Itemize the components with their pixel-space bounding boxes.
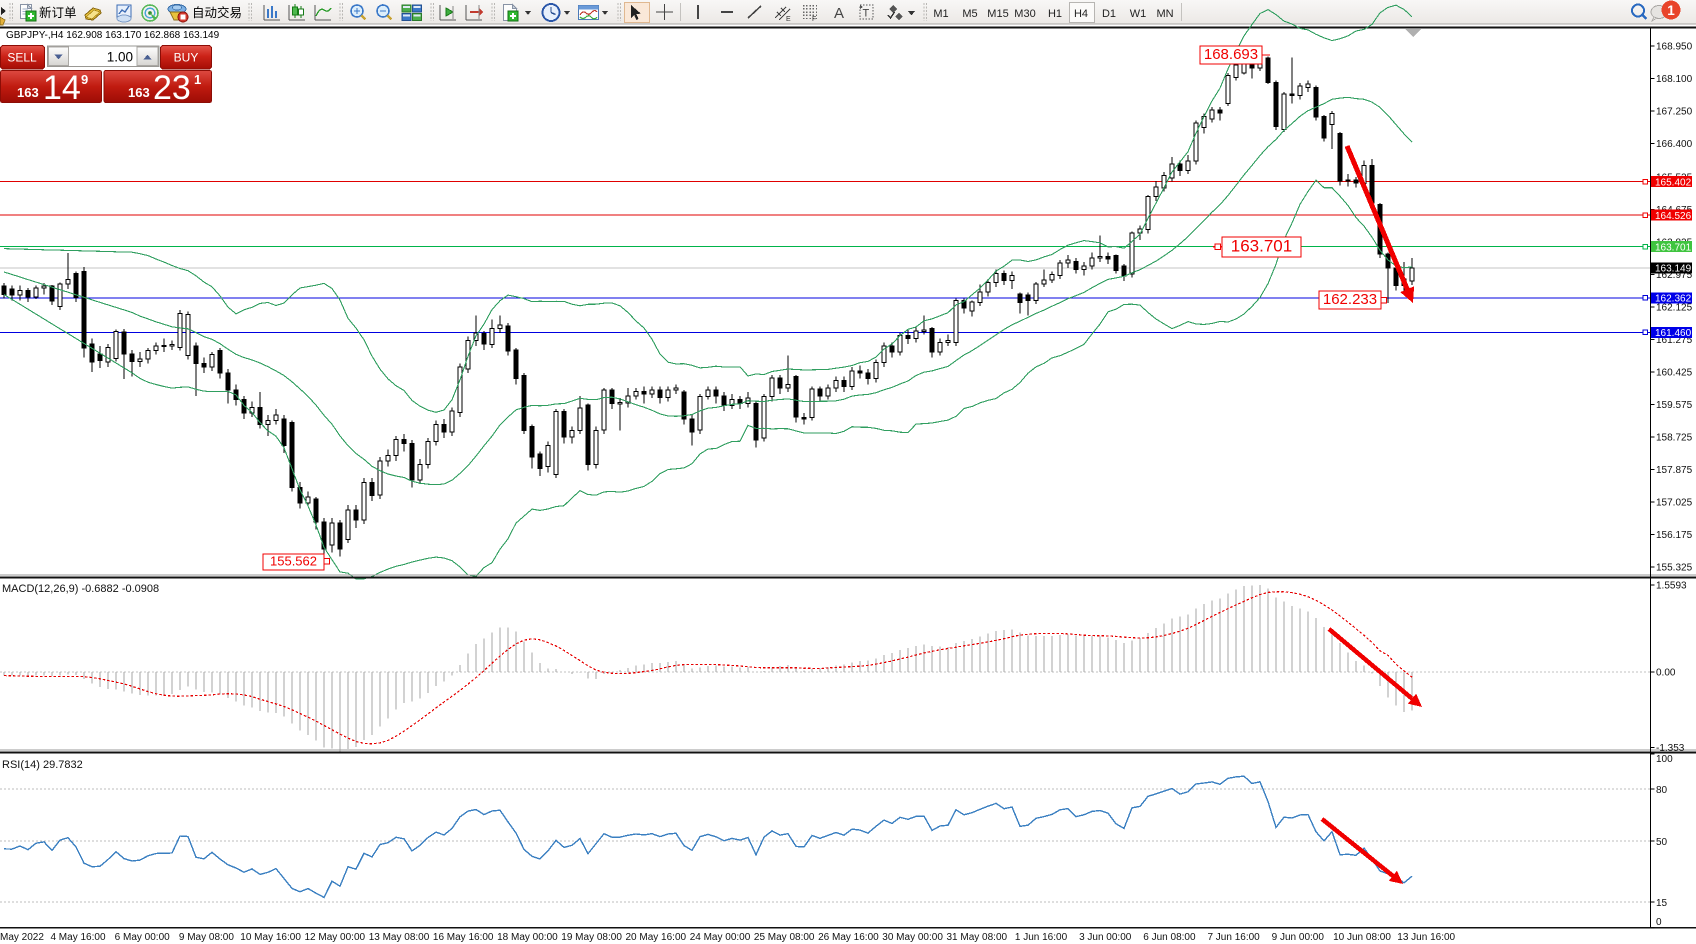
svg-text:M30: M30 [1014, 8, 1035, 20]
svg-text:1.5593: 1.5593 [1656, 581, 1687, 592]
svg-text:159.575: 159.575 [1656, 400, 1693, 411]
svg-text:30 May 00:00: 30 May 00:00 [882, 932, 943, 943]
svg-text:20 May 16:00: 20 May 16:00 [625, 932, 686, 943]
svg-text:13 Jun 16:00: 13 Jun 16:00 [1397, 932, 1455, 943]
svg-text:M5: M5 [962, 8, 977, 20]
svg-text:157.875: 157.875 [1656, 465, 1693, 476]
svg-text:10 May 16:00: 10 May 16:00 [240, 932, 301, 943]
svg-text:1 Jun 16:00: 1 Jun 16:00 [1015, 932, 1068, 943]
svg-text:163.701: 163.701 [1655, 243, 1692, 254]
svg-text:156.175: 156.175 [1656, 530, 1693, 541]
svg-text:158.725: 158.725 [1656, 433, 1693, 444]
svg-text:168.950: 168.950 [1656, 42, 1693, 53]
svg-text:167.250: 167.250 [1656, 107, 1693, 118]
svg-text:80: 80 [1656, 785, 1668, 796]
svg-text:新订单: 新订单 [39, 5, 77, 20]
svg-text:165.402: 165.402 [1655, 178, 1692, 189]
svg-text:155.562: 155.562 [270, 554, 317, 569]
svg-text:BUY: BUY [174, 51, 199, 65]
svg-text:MN: MN [1156, 8, 1173, 20]
svg-text:1: 1 [194, 72, 201, 87]
svg-text:3 Jun 00:00: 3 Jun 00:00 [1079, 932, 1132, 943]
svg-text:9: 9 [81, 72, 88, 87]
svg-text:157.025: 157.025 [1656, 498, 1693, 509]
svg-text:163: 163 [128, 85, 150, 100]
svg-text:M15: M15 [987, 8, 1008, 20]
svg-text:0: 0 [1656, 917, 1662, 928]
svg-text:9 May 08:00: 9 May 08:00 [179, 932, 234, 943]
svg-text:1: 1 [1667, 3, 1675, 18]
svg-text:161.460: 161.460 [1655, 328, 1692, 339]
svg-text:162.233: 162.233 [1323, 291, 1377, 308]
svg-text:自动交易: 自动交易 [192, 5, 242, 20]
svg-text:1.00: 1.00 [107, 50, 133, 65]
svg-text:0.00: 0.00 [1656, 668, 1676, 679]
svg-text:161.275: 161.275 [1656, 335, 1693, 346]
svg-text:M1: M1 [933, 8, 948, 20]
svg-text:163: 163 [17, 85, 39, 100]
svg-text:-1.353: -1.353 [1656, 743, 1685, 754]
svg-text:10 Jun 08:00: 10 Jun 08:00 [1333, 932, 1391, 943]
svg-text:19 May 08:00: 19 May 08:00 [561, 932, 622, 943]
svg-text:SELL: SELL [7, 51, 37, 65]
svg-text:7 Jun 16:00: 7 Jun 16:00 [1207, 932, 1260, 943]
svg-text:9 Jun 00:00: 9 Jun 00:00 [1272, 932, 1325, 943]
svg-text:A: A [834, 5, 844, 22]
svg-text:31 May 08:00: 31 May 08:00 [946, 932, 1007, 943]
svg-text:E: E [786, 16, 791, 23]
svg-text:GBPJPY-,H4 162.908 163.170 16: GBPJPY-,H4 162.908 163.170 162.868 163.1… [6, 30, 220, 41]
svg-text:162.125: 162.125 [1656, 303, 1693, 314]
svg-text:13 May 08:00: 13 May 08:00 [369, 932, 430, 943]
svg-text:155.325: 155.325 [1656, 563, 1693, 574]
svg-text:W1: W1 [1130, 8, 1147, 20]
svg-text:6 Jun 08:00: 6 Jun 08:00 [1143, 932, 1196, 943]
svg-text:May 2022: May 2022 [0, 932, 44, 943]
svg-text:50: 50 [1656, 837, 1668, 848]
svg-text:25 May 08:00: 25 May 08:00 [754, 932, 815, 943]
svg-text:F: F [812, 16, 816, 23]
svg-text:14: 14 [43, 69, 81, 107]
svg-text:D1: D1 [1102, 8, 1116, 20]
svg-text:T: T [863, 8, 870, 20]
svg-text:4 May 16:00: 4 May 16:00 [50, 932, 105, 943]
svg-text:H1: H1 [1048, 8, 1062, 20]
svg-text:H4: H4 [1074, 8, 1088, 20]
svg-text:16 May 16:00: 16 May 16:00 [433, 932, 494, 943]
svg-text:24 May 00:00: 24 May 00:00 [690, 932, 751, 943]
svg-text:18 May 00:00: 18 May 00:00 [497, 932, 558, 943]
svg-text:168.100: 168.100 [1656, 74, 1693, 85]
svg-text:160.425: 160.425 [1656, 368, 1693, 379]
svg-text:168.693: 168.693 [1204, 46, 1258, 63]
svg-text:RSI(14) 29.7832: RSI(14) 29.7832 [2, 759, 83, 771]
svg-text:164.526: 164.526 [1655, 211, 1692, 222]
svg-text:12 May 00:00: 12 May 00:00 [304, 932, 365, 943]
svg-text:163.149: 163.149 [1655, 264, 1692, 275]
svg-text:162.362: 162.362 [1655, 294, 1692, 305]
svg-text:6 May 00:00: 6 May 00:00 [115, 932, 170, 943]
svg-text:23: 23 [153, 69, 191, 107]
svg-text:26 May 16:00: 26 May 16:00 [818, 932, 879, 943]
svg-text:15: 15 [1656, 898, 1668, 909]
svg-text:MACD(12,26,9) -0.6882 -0.0908: MACD(12,26,9) -0.6882 -0.0908 [2, 583, 159, 595]
svg-text:166.400: 166.400 [1656, 139, 1693, 150]
svg-text:162.975: 162.975 [1656, 270, 1693, 281]
svg-text:163.701: 163.701 [1231, 236, 1292, 255]
svg-text:100: 100 [1656, 754, 1673, 765]
